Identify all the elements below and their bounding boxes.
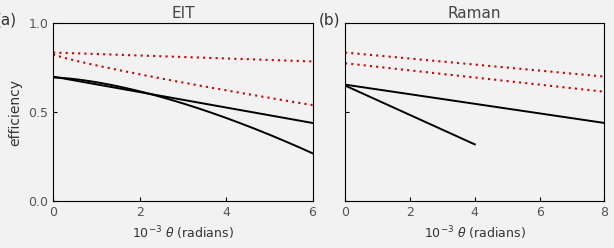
Title: Raman: Raman: [448, 5, 502, 21]
Text: (b): (b): [319, 12, 341, 28]
Text: (a): (a): [0, 12, 17, 28]
X-axis label: $10^{-3}$ $\theta$ (radians): $10^{-3}$ $\theta$ (radians): [424, 225, 526, 243]
Y-axis label: efficiency: efficiency: [9, 79, 23, 146]
X-axis label: $10^{-3}$ $\theta$ (radians): $10^{-3}$ $\theta$ (radians): [132, 225, 234, 243]
Title: EIT: EIT: [171, 5, 195, 21]
